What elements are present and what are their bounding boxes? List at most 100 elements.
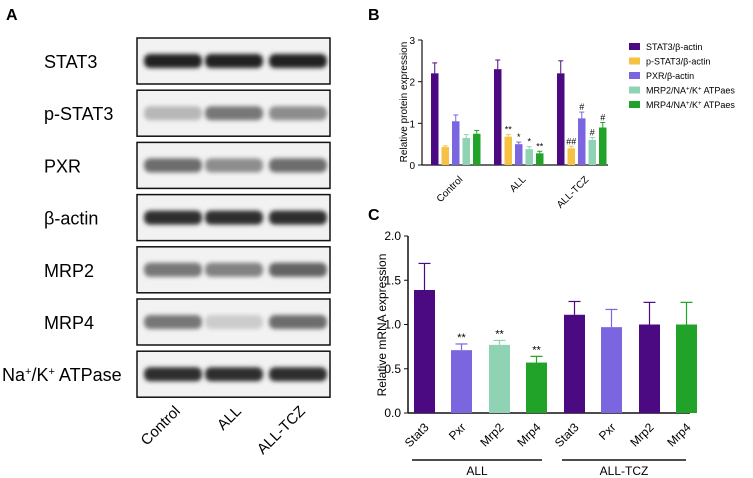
blot-label: MRP2 [44,261,94,281]
chart-c-y-tick-label: 1.0 [384,318,401,332]
chart-c-bar [601,327,622,413]
chart-b-significance-mark: # [579,102,584,112]
blot-band [144,367,202,382]
blot-label: PXR [44,156,81,176]
chart-b-bar [441,147,449,165]
blot-label: STAT3 [44,52,97,72]
chart-b-bar [525,149,533,165]
chart-c-bar [451,350,472,413]
blot-band [144,106,202,121]
chart-c-y-axis-label: Relative mRNA expression [375,254,389,397]
chart-c-x-tick-label: Mrp4 [664,420,693,449]
blot-band [144,210,202,225]
chart-b-significance-mark: ## [566,136,576,146]
chart-b-significance-mark: * [517,132,521,142]
chart-b-bar [431,73,439,165]
chart-b-bar [452,121,460,165]
chart-b-y-tick-label: 0 [409,161,415,172]
blot-band [205,54,263,68]
blot-band [205,106,263,121]
chart-c-x-tick-label: Pxr [446,420,469,443]
chart-b-significance-mark: # [600,113,605,123]
chart-b-legend-label: PXR/β-actin [646,71,694,81]
blot-band [144,315,202,329]
blot-band [269,158,327,173]
chart-c-x-tick-label: Mrp2 [627,420,656,449]
blot-band [269,210,327,225]
blot-band [269,315,327,329]
chart-b-bar [536,153,544,165]
chart-b-significance-mark: ** [536,141,544,151]
chart-b-legend-label: p-STAT3/β-actin [646,57,710,67]
western-blot-panel: STAT3 p-STAT3 PXR β-actin MRP2 MRP4 Na+/K+ ATP… [2,37,331,458]
blot-label: MRP4 [44,313,94,333]
lane-label: ALL-TCZ [254,403,309,458]
chart-c-group-label: ALL [466,464,488,478]
chart-b-x-tick-label: Control [435,174,466,205]
chart-c-significance-mark: ** [532,344,541,356]
protein-expression-chart: Relative protein expression 0 1 2 3 Control A… [399,36,608,211]
chart-b-legend: STAT3/β-actin p-STAT3/β-actin PXR/β-actin M… [629,42,735,110]
blot-band [269,262,327,277]
blot-label-na-k-atpase: Na+/K+ ATPase [2,365,122,385]
chart-b-legend-label: MRP2/NA+/K+ ATPaes [646,86,735,96]
chart-b-bar [494,69,502,165]
chart-c-x-tick-label: Stat3 [402,420,432,450]
chart-c-bar [414,289,435,413]
blot-band [269,106,327,121]
chart-c-x-tick-label: Mrp2 [477,420,506,449]
chart-b-legend-swatch [629,57,640,65]
chart-c-y-tick-label: 0.5 [384,362,401,376]
chart-c-significance-mark: ** [495,328,504,340]
blot-band [269,367,327,382]
panel-label-b: B [368,7,380,24]
chart-c-bar [676,324,697,413]
chart-b-bar [599,127,607,165]
chart-b-bar [473,133,481,165]
blot-band [205,367,263,382]
panel-label-a: A [6,7,18,24]
chart-b-bar [504,136,512,165]
chart-b-y-tick-label: 3 [409,36,415,47]
chart-b-y-tick-label: 2 [409,78,415,89]
chart-b-significance-mark: # [590,128,595,138]
blot-band [205,315,263,329]
panel-label-c: C [368,207,380,224]
chart-b-legend-swatch [629,72,640,79]
chart-b-significance-mark: * [527,137,531,147]
blot-band [205,210,263,225]
chart-b-legend-swatch [629,101,640,108]
blot-band [144,158,202,173]
blot-band [144,54,202,68]
chart-b-y-tick-label: 1 [409,119,415,130]
chart-b-y-axis-label: Relative protein expression [399,42,410,163]
chart-b-bar [515,144,523,165]
blot-band [205,262,263,277]
chart-c-x-tick-label: Stat3 [552,420,582,450]
chart-c-bar [639,324,660,413]
blot-band [144,262,202,277]
chart-c-x-tick-label: Mrp4 [514,420,543,449]
blot-label: β-actin [44,209,98,229]
chart-c-bar [526,362,547,413]
blot-band [205,158,263,173]
chart-b-x-tick-label: ALL [508,174,529,195]
chart-b-bar [567,148,575,165]
chart-b-x-tick-label: ALL-TCZ [555,174,591,210]
mrna-expression-chart: Relative mRNA expression 0.0 0.5 1.0 1.5 2.0… [375,229,697,478]
chart-b-significance-mark: ** [505,125,513,135]
chart-b-bar [588,140,596,165]
blot-band [269,54,327,68]
lane-label: Control [138,403,184,449]
chart-b-legend-label: STAT3/β-actin [646,42,702,52]
chart-b-legend-label: MRP4/NA+/K+ ATPaes [646,100,735,110]
chart-b-legend-swatch [629,43,640,50]
chart-b-legend-swatch [629,86,640,94]
chart-c-y-tick-label: 0.0 [384,406,401,420]
chart-c-significance-mark: ** [457,332,466,344]
chart-c-y-tick-label: 2.0 [384,229,401,243]
chart-c-bar [564,314,585,413]
chart-c-x-tick-label: Pxr [596,420,619,443]
chart-c-bar [489,344,510,413]
